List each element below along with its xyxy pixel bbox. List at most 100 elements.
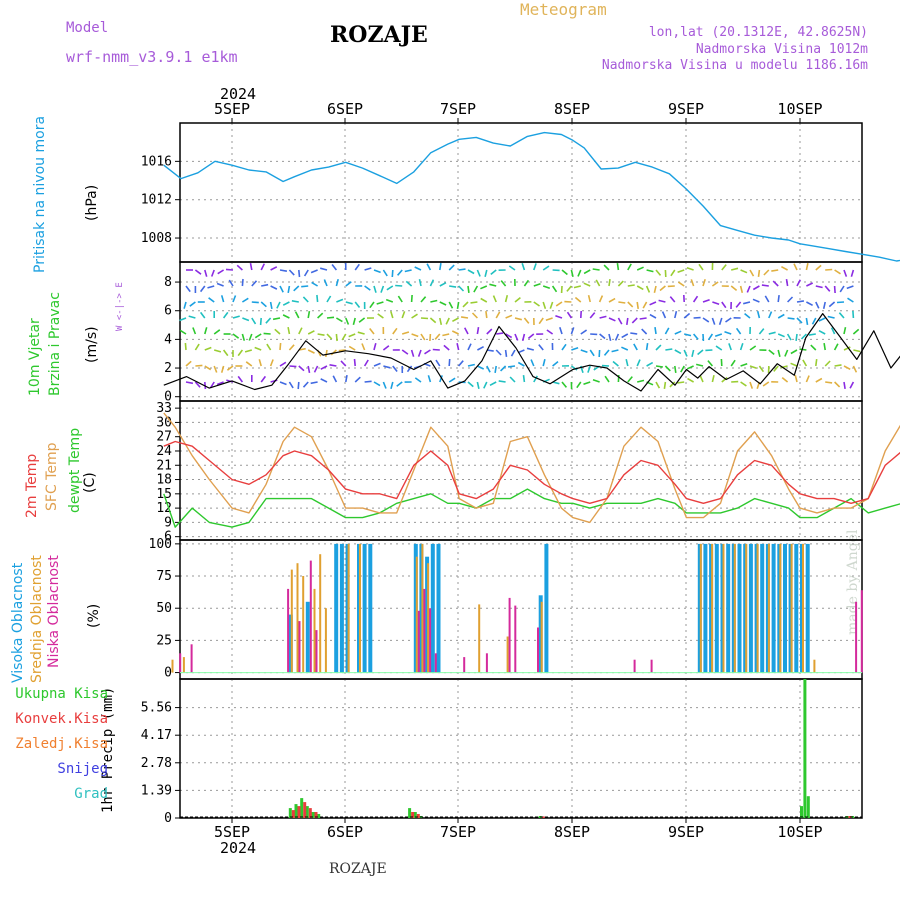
wind-arrow bbox=[787, 296, 794, 303]
wind-arrow bbox=[204, 269, 208, 277]
wind-arrow bbox=[508, 265, 516, 271]
wind-arrow bbox=[369, 301, 375, 309]
wind-arrow bbox=[670, 269, 676, 277]
wind-arrow bbox=[664, 327, 670, 335]
precip-bar-1 bbox=[541, 816, 545, 818]
wind-arrow bbox=[364, 285, 371, 291]
wind-arrow bbox=[345, 281, 352, 287]
wind-arrow bbox=[442, 333, 450, 337]
cloud-bar-1 bbox=[779, 543, 782, 673]
wind-arrow bbox=[377, 313, 384, 319]
wind-arrow bbox=[414, 266, 422, 271]
wind-arrow bbox=[853, 349, 861, 353]
wind-arrow bbox=[599, 315, 607, 319]
wind-arrow bbox=[559, 327, 563, 335]
wind-arrow bbox=[714, 333, 723, 338]
wind-arrow bbox=[237, 349, 244, 357]
wind-arrow bbox=[570, 365, 578, 371]
wind-arrow bbox=[184, 342, 187, 351]
wind-arrow bbox=[636, 285, 644, 291]
wind-arrow bbox=[424, 349, 431, 355]
wind-arrow bbox=[189, 301, 196, 307]
wind-arrow bbox=[796, 300, 805, 303]
wind-speed-line bbox=[163, 313, 900, 392]
wind-arrow bbox=[352, 317, 356, 326]
wind-arrow bbox=[739, 285, 744, 293]
cloud-bar-1 bbox=[722, 543, 725, 673]
wind-arrow bbox=[467, 363, 475, 367]
wind-arrow bbox=[251, 280, 258, 287]
wind-arrow bbox=[254, 346, 262, 351]
precip-bar-1 bbox=[308, 808, 312, 818]
wind-arrow bbox=[627, 301, 634, 308]
wind-arrow bbox=[279, 342, 282, 351]
wind-arrow bbox=[456, 343, 460, 351]
wind-arrow bbox=[401, 311, 406, 319]
wind-arrow bbox=[396, 269, 403, 276]
wind-arrow bbox=[646, 269, 654, 273]
wind-arrow bbox=[241, 297, 249, 303]
wind-arrow bbox=[592, 268, 600, 271]
y-tick-label: 2.78 bbox=[141, 756, 172, 771]
wind-arrow bbox=[822, 301, 826, 309]
wind-arrow bbox=[288, 344, 295, 351]
wind-arrow bbox=[838, 312, 845, 319]
wind-arrow bbox=[194, 343, 200, 351]
wind-arrow bbox=[611, 349, 619, 353]
wind-arrow bbox=[269, 359, 274, 367]
model-version: wrf-nmm_v3.9.1 e1km bbox=[66, 48, 238, 66]
wind-arrow bbox=[642, 301, 648, 309]
cloud-bar-0 bbox=[794, 543, 799, 673]
wind-arrow bbox=[577, 269, 582, 277]
wind-arrow bbox=[823, 342, 826, 351]
wind-arrow bbox=[514, 296, 521, 303]
wind-arrow bbox=[270, 285, 278, 290]
wind-arrow bbox=[361, 343, 366, 351]
precip-bar-0 bbox=[803, 679, 807, 818]
wind-arrow bbox=[213, 349, 222, 353]
wind-arrow bbox=[522, 374, 526, 383]
wind-arrow bbox=[500, 280, 507, 287]
wind-arrow bbox=[680, 365, 685, 373]
cloud-bar-1 bbox=[302, 576, 305, 673]
wind-arrow bbox=[427, 375, 432, 383]
wind-arrow bbox=[721, 301, 727, 309]
y-tick-label: 30 bbox=[156, 415, 172, 430]
wind-arrow bbox=[636, 359, 641, 367]
cloud-bar-1 bbox=[421, 543, 424, 673]
wind-arrow bbox=[612, 360, 619, 367]
wind-arrow bbox=[833, 343, 839, 351]
wind-arrow bbox=[815, 358, 818, 367]
wind-arrow bbox=[538, 317, 544, 325]
wind-arrow bbox=[796, 279, 802, 287]
wind-arrow bbox=[552, 381, 560, 385]
wind-arrow bbox=[527, 333, 535, 340]
wind-arrow bbox=[448, 301, 454, 309]
wind-arrow bbox=[443, 344, 450, 351]
cloud-bar-2 bbox=[855, 601, 858, 673]
wind-arrow bbox=[364, 267, 372, 271]
wind-arrow bbox=[293, 285, 300, 292]
wind-arrow bbox=[220, 295, 225, 303]
wind-arrow bbox=[815, 377, 823, 383]
wind-arrow bbox=[796, 317, 803, 324]
wind-arrow bbox=[401, 331, 410, 335]
wind-arrow bbox=[279, 361, 287, 367]
wind-arrow bbox=[658, 299, 666, 303]
wind-arrow bbox=[270, 266, 278, 271]
day-label-top: 9SEP bbox=[668, 100, 704, 118]
wind-arrow bbox=[335, 278, 339, 287]
wind-arrow bbox=[473, 285, 479, 293]
wind-arrow bbox=[852, 310, 855, 319]
wind-arrow bbox=[456, 301, 460, 310]
cloud-bar-1 bbox=[745, 543, 748, 673]
wind-arrow bbox=[715, 345, 723, 351]
wind-arrow bbox=[697, 349, 704, 356]
wind-arrow bbox=[348, 345, 356, 351]
wind-arrow bbox=[185, 285, 191, 293]
wind-arrow bbox=[373, 342, 377, 351]
wind-arrow bbox=[603, 349, 610, 356]
wind-arrow bbox=[373, 269, 381, 274]
wind-arrow bbox=[790, 362, 798, 367]
